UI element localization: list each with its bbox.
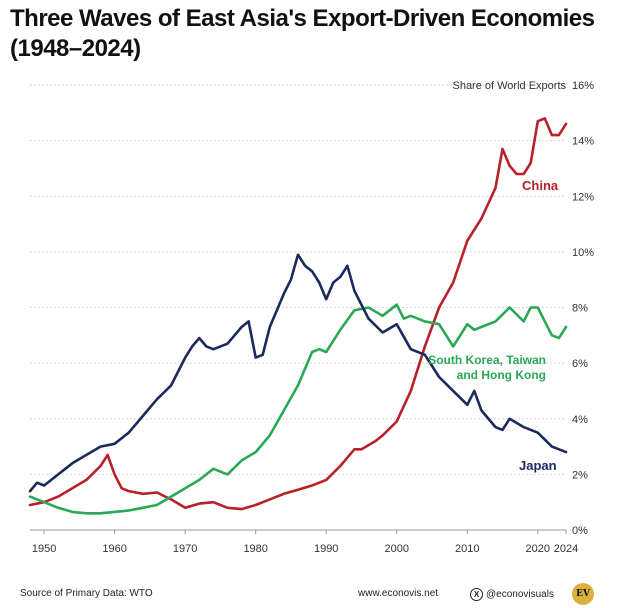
x-tick-label: 2010 <box>455 543 479 555</box>
series-lines <box>30 118 566 513</box>
series-line-skth <box>30 305 566 514</box>
x-tick-labels: 1950 1960 1970 1980 1990 2000 2010 2020 2024 <box>32 530 578 555</box>
y-tick-label: 6% <box>572 358 588 370</box>
annotation-skth-line-1: South Korea, Taiwan <box>428 353 546 367</box>
series-line-china <box>30 118 566 509</box>
x-tick-label: 1990 <box>314 543 338 555</box>
brand-logo: EV <box>572 583 594 605</box>
y-tick-label: 8% <box>572 303 588 315</box>
y-tick-label: 16% <box>572 80 594 92</box>
annotation-japan: Japan <box>519 458 557 473</box>
x-tick-label: 2020 <box>526 543 550 555</box>
x-tick-label: 1950 <box>32 543 56 555</box>
social-handle[interactable]: X @econovisuals <box>470 588 554 601</box>
annotation-china: China <box>522 178 559 193</box>
y-tick-label: 0% <box>572 525 588 537</box>
x-tick-label: 1970 <box>173 543 197 555</box>
annotation-skth-line-2: and Hong Kong <box>457 368 546 382</box>
y-tick-labels: 0% 2% 4% 6% 8% 10% 12% 14% 16% <box>572 80 594 537</box>
y-tick-label: 4% <box>572 414 588 426</box>
y-tick-label: 14% <box>572 136 594 148</box>
x-tick-label: 1960 <box>102 543 126 555</box>
x-tick-label: 1980 <box>243 543 267 555</box>
line-chart: 0%2%4%6%8%10%12%14%16% 1950 1960 1970 1980 1… <box>0 0 618 608</box>
y-tick-label: 10% <box>572 247 594 259</box>
source-note: Source of Primary Data: WTO <box>20 588 153 599</box>
y-tick-label: 12% <box>572 191 594 203</box>
x-tick-label: 2024 <box>554 543 578 555</box>
website-link[interactable]: www.econovis.net <box>358 588 438 599</box>
y-tick-label: 2% <box>572 469 588 481</box>
social-handle-text: @econovisuals <box>486 589 554 600</box>
x-tick-label: 2000 <box>384 543 408 555</box>
y-axis-label: Share of World Exports <box>452 80 566 92</box>
x-icon: X <box>470 588 483 601</box>
